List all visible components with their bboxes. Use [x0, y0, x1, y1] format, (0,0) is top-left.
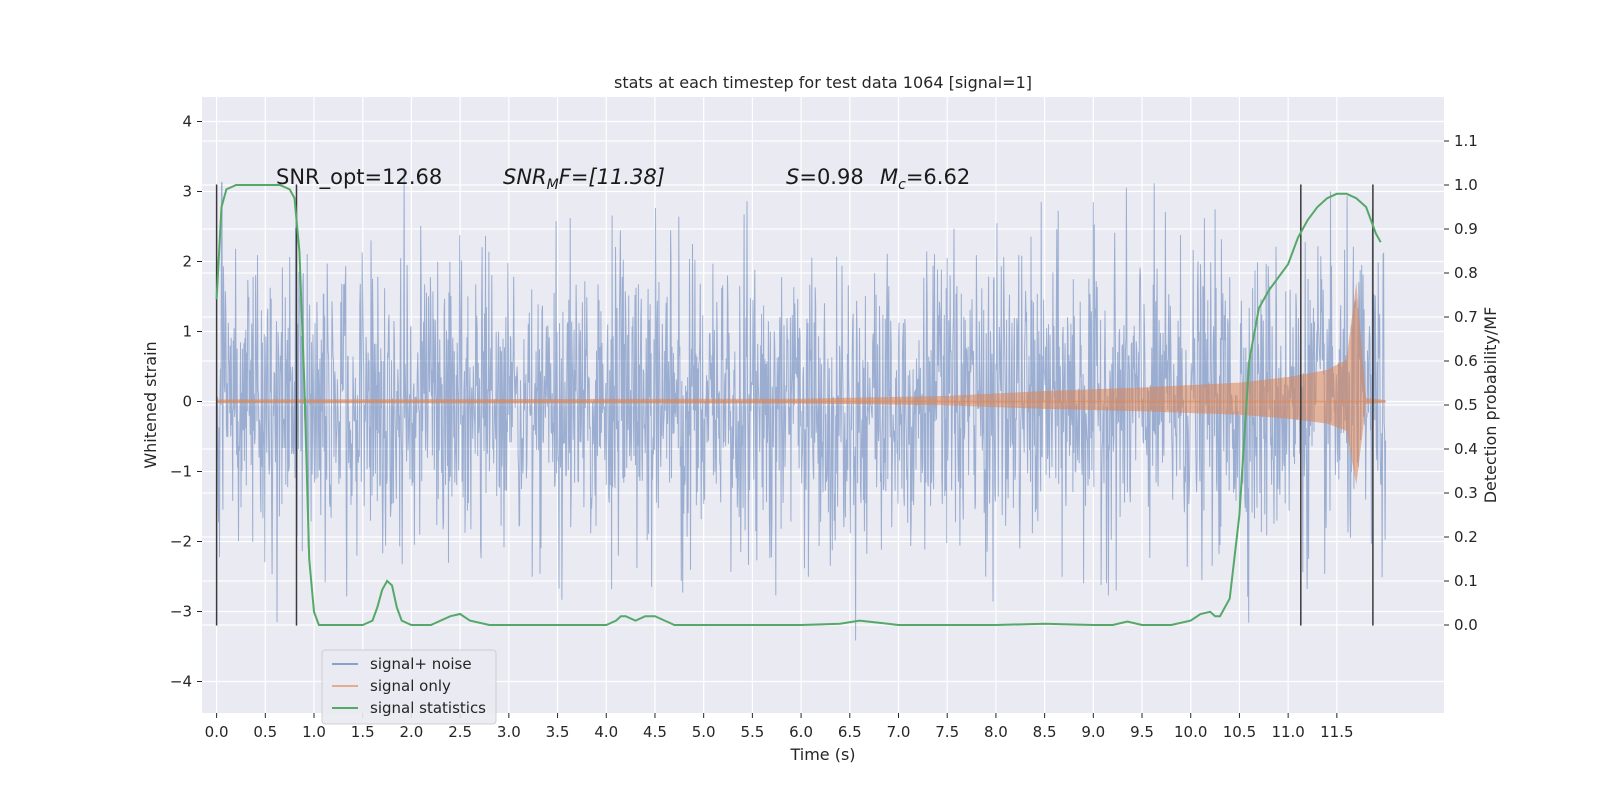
- y-tick-label-left: 0: [182, 393, 192, 411]
- annotation-mc-symbol: M: [880, 165, 898, 189]
- x-tick-label: 4.5: [643, 723, 667, 741]
- x-tick-label: 5.5: [740, 723, 764, 741]
- y-tick-label-right: 0.4: [1454, 440, 1478, 458]
- y-tick-label-right: 0.6: [1454, 352, 1478, 370]
- ticks: 0.0 0.5 1.0 1.5 2.0 2.5 3.0 3.5 4.0 4.5 5.0 5.5 6.0 6…: [170, 113, 1478, 742]
- x-tick-label: 4.0: [594, 723, 618, 741]
- x-tick-label: 1.5: [351, 723, 375, 741]
- legend-label-signal-statistics: signal statistics: [370, 699, 486, 717]
- chart-title: stats at each timestep for test data 106…: [614, 73, 1032, 92]
- x-tick-label: 7.5: [935, 723, 959, 741]
- x-tick-label: 10.0: [1174, 723, 1207, 741]
- x-tick-label: 8.0: [984, 723, 1008, 741]
- annotation-snr-mf-subscript: M: [547, 177, 559, 193]
- x-tick-label: 6.5: [838, 723, 862, 741]
- y-axis-label-right: Detection probability/MF: [1481, 307, 1500, 504]
- y-tick-label-left: −3: [170, 603, 192, 621]
- y-tick-label-left: 1: [182, 323, 192, 341]
- series-signal-statistics: [215, 184, 1382, 626]
- annotation-mc-subscript: c: [898, 177, 906, 193]
- annotation-snr-mf-symbol: SNR: [503, 165, 547, 189]
- x-tick-label: 3.5: [546, 723, 570, 741]
- y-tick-label-right: 0.2: [1454, 528, 1478, 546]
- y-tick-label-right: 0.0: [1454, 616, 1478, 634]
- legend-label-signal-noise: signal+ noise: [370, 655, 472, 673]
- x-tick-label: 11.0: [1271, 723, 1304, 741]
- x-tick-label: 0.5: [253, 723, 277, 741]
- annotation-s-value: =0.98: [799, 165, 863, 189]
- annotation-s-symbol: S: [786, 165, 799, 189]
- x-tick-label: 0.0: [205, 723, 229, 741]
- y-tick-label-right: 0.5: [1454, 396, 1478, 414]
- y-tick-label-right: 0.8: [1454, 264, 1478, 282]
- y-tick-label-left: 4: [182, 113, 192, 131]
- y-tick-label-right: 0.1: [1454, 572, 1478, 590]
- legend: signal+ noise signal only signal statist…: [321, 649, 497, 725]
- annotation-mc-value: =6.62: [906, 165, 970, 189]
- x-axis-label: Time (s): [789, 745, 855, 764]
- x-tick-label: 10.5: [1223, 723, 1256, 741]
- x-tick-label: 5.0: [692, 723, 716, 741]
- legend-label-signal-only: signal only: [370, 677, 451, 695]
- signal-statistics-line: [215, 184, 1382, 626]
- series-signal-only: [216, 282, 1386, 485]
- y-tick-label-right: 0.9: [1454, 220, 1478, 238]
- legend-box: [321, 649, 497, 725]
- y-tick-label-left: 3: [182, 183, 192, 201]
- annotation-snr-mf: SNRMF=[11.38]: [503, 165, 665, 193]
- x-tick-label: 3.0: [497, 723, 521, 741]
- y-tick-label-right: 1.1: [1454, 132, 1478, 150]
- y-tick-label-left: −2: [170, 533, 192, 551]
- y-tick-label-right: 1.0: [1454, 176, 1478, 194]
- x-tick-label: 8.5: [1033, 723, 1057, 741]
- y-tick-label-right: 0.7: [1454, 308, 1478, 326]
- vertical-markers: [215, 184, 1374, 626]
- annotation-mc: Mc=6.62: [880, 165, 970, 193]
- x-tick-label: 11.5: [1320, 723, 1353, 741]
- x-tick-label: 1.0: [302, 723, 326, 741]
- y-tick-label-left: −4: [170, 673, 192, 691]
- x-tick-label: 9.0: [1081, 723, 1105, 741]
- x-tick-label: 6.0: [789, 723, 813, 741]
- y-tick-label-right: 0.3: [1454, 484, 1478, 502]
- y-axis-label-left: Whitened strain: [141, 341, 160, 468]
- y-tick-label-left: 2: [182, 253, 192, 271]
- x-tick-label: 7.0: [887, 723, 911, 741]
- annotation-snr-mf-value: F=[11.38]: [559, 165, 665, 189]
- x-tick-label: 9.5: [1130, 723, 1154, 741]
- annotation-snr-opt: SNR_opt=12.68: [276, 165, 442, 190]
- x-tick-label: 2.0: [400, 723, 424, 741]
- x-tick-label: 2.5: [448, 723, 472, 741]
- annotation-s: S=0.98: [786, 165, 864, 189]
- y-tick-label-left: −1: [170, 463, 192, 481]
